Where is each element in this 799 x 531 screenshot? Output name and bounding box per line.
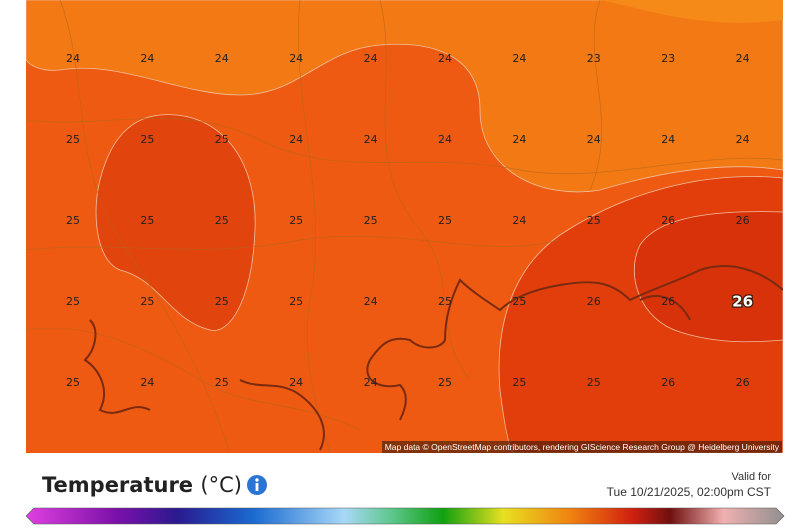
temperature-label: 24: [512, 52, 526, 65]
temperature-label: 26: [587, 295, 601, 308]
coastline: [83, 265, 783, 451]
valid-time: Valid for Tue 10/21/2025, 02:00pm CST: [607, 470, 771, 500]
temperature-label: 25: [66, 214, 80, 227]
temperature-label: 24: [140, 52, 154, 65]
region-23-24: [26, 0, 783, 193]
temperature-label: 25: [140, 133, 154, 146]
legend-unit: (°C): [200, 473, 242, 497]
region-25-high: [95, 114, 256, 331]
temperature-label: 26: [661, 295, 675, 308]
temperature-label: 24: [364, 133, 378, 146]
temperature-label: 25: [289, 214, 303, 227]
temperature-label: 23: [661, 52, 675, 65]
region-top: [26, 0, 783, 23]
temperature-label: 25: [438, 214, 452, 227]
temperature-label: 24: [438, 52, 452, 65]
info-icon[interactable]: [246, 474, 268, 496]
valid-label: Valid for: [731, 471, 771, 483]
temperature-label: 24: [66, 52, 80, 65]
temperature-label: 25: [66, 376, 80, 389]
temperature-label: 24: [438, 133, 452, 146]
temperature-label: 24: [512, 133, 526, 146]
temperature-label: 24: [661, 133, 675, 146]
temperature-labels: 24 24 24 24 24 24 24 23 23 24 25 25 25 24 24 24 24 24 24 24…: [66, 52, 754, 389]
temperature-label: 25: [215, 376, 229, 389]
temperature-label: 24: [364, 376, 378, 389]
temperature-label: 25: [512, 376, 526, 389]
temperature-label: 25: [587, 214, 601, 227]
temperature-label: 25: [140, 214, 154, 227]
temperature-label: 23: [587, 52, 601, 65]
temperature-label: 24: [215, 52, 229, 65]
temperature-label: 25: [215, 133, 229, 146]
temperature-label: 25: [66, 133, 80, 146]
temperature-label: 24: [364, 295, 378, 308]
temperature-label: 24: [289, 376, 303, 389]
temperature-label: 24: [587, 133, 601, 146]
attribution: Map data © OpenStreetMap contributors, r…: [381, 441, 782, 453]
map[interactable]: 24 24 24 24 24 24 24 23 23 24 25 25 25 24 24 24 24 24 24 24…: [0, 0, 799, 455]
temperature-label: 24: [364, 52, 378, 65]
legend-title-text: Temperature: [42, 473, 194, 497]
color-scale: [26, 507, 785, 525]
temperature-label: 24: [289, 133, 303, 146]
temperature-label: 26: [661, 214, 675, 227]
temperature-label: 25: [438, 295, 452, 308]
valid-time-value: Tue 10/21/2025, 02:00pm CST: [606, 485, 771, 499]
region-26-high: [633, 211, 783, 343]
temperature-label: 24: [140, 376, 154, 389]
temperature-label: 25: [587, 376, 601, 389]
temperature-label: 25: [438, 376, 452, 389]
temperature-label: 24: [736, 52, 750, 65]
temperature-label: 24: [512, 214, 526, 227]
roads: [26, 0, 783, 453]
temperature-label: 24: [736, 133, 750, 146]
temperature-label: 25: [140, 295, 154, 308]
temperature-label: 25: [215, 214, 229, 227]
temperature-label: 25: [364, 214, 378, 227]
temperature-label: 24: [289, 52, 303, 65]
temperature-label: 25: [215, 295, 229, 308]
temperature-label: 25: [289, 295, 303, 308]
temperature-label: 26: [736, 214, 750, 227]
temperature-label: 25: [66, 295, 80, 308]
temperature-label: 26: [732, 293, 753, 311]
temperature-label: 26: [661, 376, 675, 389]
temperature-label: 26: [736, 376, 750, 389]
legend-title: Temperature (°C): [42, 473, 242, 497]
temperature-label: 25: [512, 295, 526, 308]
